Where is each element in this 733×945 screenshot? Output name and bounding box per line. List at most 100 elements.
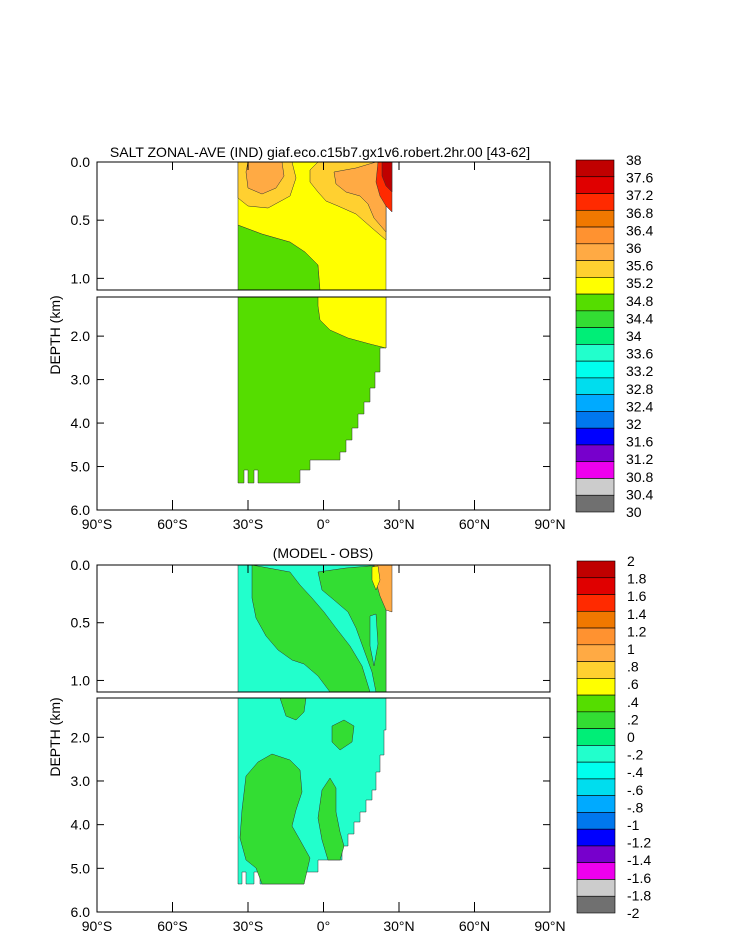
chart2-colorbar-swatch (576, 678, 616, 696)
axes-layer: 0.00.51.02.03.04.05.06.090°S 60°S 30°S 0° 30… (71, 154, 566, 934)
chart2-colorbar-label: -2 (627, 905, 640, 921)
chart2-region-deep-positive-east (317, 777, 345, 861)
chart2-region-thermocline-patch (279, 698, 307, 721)
chart1-colorbar-label: 35.6 (626, 258, 653, 274)
chart1-region-deep-water (237, 297, 387, 484)
chart1-colorbar-swatch (575, 293, 615, 312)
chart2-lower-field (237, 698, 387, 885)
chart1-y-tick-label: 4.0 (71, 415, 91, 431)
chart1-colorbar-label: 31.2 (626, 451, 653, 467)
chart2-colorbar-swatch (576, 778, 616, 796)
chart1-region-orange-north (333, 162, 387, 233)
chart1-colorbar-swatch (575, 327, 615, 345)
chart1-colorbar-label: 37.2 (626, 187, 653, 203)
chart1-x-tick-label: 0° (317, 516, 330, 532)
chart2-region-north-positive (317, 565, 387, 692)
chart1-colorbar-swatch (575, 494, 615, 513)
chart2-y-tick-label: 0.5 (71, 615, 91, 631)
chart2-x-tick-label: 60°N (459, 918, 490, 934)
chart1-colorbar-label: 33.6 (626, 346, 653, 362)
chart1-colorbar-swatch (575, 461, 615, 479)
chart2-region-deep-positive-west (239, 753, 311, 885)
chart2-region-coastal-yellow (371, 565, 381, 591)
chart2-colorbar-label: 1.6 (627, 588, 647, 604)
chart1-x-tick-label: 30°S (233, 516, 264, 532)
chart1-colorbar-label: 37.6 (626, 170, 653, 186)
chart1-colorbar-label: 33.2 (626, 363, 653, 379)
chart2-colorbar-swatch (576, 761, 616, 780)
chart2-colorbar-label: 2 (627, 553, 635, 569)
chart2-colorbar-swatch (576, 828, 616, 847)
chart2-colorbar-label: 1.4 (627, 606, 647, 622)
chart1-colorbar-swatch (575, 176, 615, 194)
chart1-colorbar-label: 36 (626, 240, 642, 256)
chart1-colorbar-label: 30.4 (626, 486, 653, 502)
chart1-colorbar-swatch (575, 159, 615, 178)
colorbar-layer: 38 37.637.2 36.836.4 36 35.635.2 34.834.4 34 33… (575, 152, 653, 921)
chart1-y-tick-label: 2.0 (71, 328, 91, 344)
chart1-x-tick-label: 60°N (459, 516, 490, 532)
chart2-colorbar-label: 1.8 (627, 571, 647, 587)
chart2-colorbar-swatch (576, 627, 616, 646)
chart2-colorbar-swatch (576, 610, 616, 629)
chart2-x-tick-label: 30°N (383, 918, 414, 934)
chart1-y-tick-label: 6.0 (71, 502, 91, 518)
chart2-upper-field (237, 565, 393, 692)
chart2-y-tick-label: 3.0 (71, 773, 91, 789)
chart1-colorbar-swatch (575, 310, 615, 328)
chart1-field (237, 162, 393, 484)
chart2-colorbar-swatch (576, 661, 616, 679)
chart1-x-tick-label: 30°N (383, 516, 414, 532)
chart2-colorbar-swatch (576, 862, 616, 880)
chart2-title: (MODEL - OBS) (273, 545, 374, 561)
chart1-region-orange-south (245, 162, 285, 195)
chart2-colorbar-swatch (576, 711, 616, 729)
chart2-field (237, 565, 393, 885)
chart1-colorbar-label: 34.8 (626, 293, 653, 309)
chart2-colorbar-label: -1.6 (627, 870, 651, 886)
chart2-colorbar-label: .8 (627, 659, 639, 675)
chart2-colorbar-label: 1.2 (627, 623, 647, 639)
chart1-colorbar-label: 30 (626, 504, 642, 520)
chart2-colorbar-label: -1.8 (627, 887, 651, 903)
chart2-y-tick-label: 5.0 (71, 860, 91, 876)
chart2-colorbar-label: -.4 (627, 764, 644, 780)
chart1-title: SALT ZONAL-AVE (IND) giaf.eco.c15b7.gx1v… (110, 144, 530, 160)
chart1-colorbar-swatch (575, 243, 615, 261)
chart1-x-tick-label: 90°N (534, 516, 565, 532)
chart1-colorbar-label: 35.2 (626, 275, 653, 291)
chart2-region-mid-patch (331, 719, 355, 751)
chart1-colorbar-label: 34 (626, 328, 642, 344)
chart1-colorbar-swatch (575, 193, 615, 211)
chart1-colorbar-swatch (575, 226, 615, 245)
chart2-colorbar-label: 1 (627, 641, 635, 657)
chart1-colorbar-swatch (575, 377, 615, 395)
chart2-colorbar-label: -1 (627, 817, 640, 833)
chart1-y-tick-label: 1.0 (71, 270, 91, 286)
chart2-y-tick-label: 2.0 (71, 729, 91, 745)
chart1-x-tick-label: 90°S (82, 516, 113, 532)
chart2-x-tick-label: 90°N (534, 918, 565, 934)
chart1-colorbar-label: 31.6 (626, 434, 653, 450)
chart1-colorbar-swatch (575, 444, 615, 463)
chart2-x-tick-label: 30°S (233, 918, 264, 934)
chart1-colorbar-swatch (575, 394, 615, 412)
chart1-region-intermediate (317, 297, 387, 349)
chart2-x-tick-label: 60°S (157, 918, 188, 934)
chart1-colorbar-label: 34.4 (626, 310, 653, 326)
chart2-x-tick-label: 0° (317, 918, 330, 934)
chart2-colorbar-label: 0 (627, 729, 635, 745)
chart2-y-tick-label: 6.0 (71, 904, 91, 920)
chart1-x-tick-label: 60°S (157, 516, 188, 532)
chart2-y-tick-label: 4.0 (71, 817, 91, 833)
chart1-colorbar-swatch (575, 260, 615, 278)
chart2-y-tick-label: 1.0 (71, 672, 91, 688)
chart2-region-small-patch (369, 613, 379, 667)
chart2-x-tick-label: 90°S (82, 918, 113, 934)
chart2-colorbar-label: -1.4 (627, 852, 651, 868)
chart1-y-tick-label: 0.5 (71, 212, 91, 228)
chart1-upper-field (237, 162, 393, 290)
chart2-colorbar-label: .4 (627, 694, 639, 710)
chart2-colorbar-swatch (576, 594, 616, 612)
chart1-ylabel: DEPTH (km) (47, 295, 63, 374)
